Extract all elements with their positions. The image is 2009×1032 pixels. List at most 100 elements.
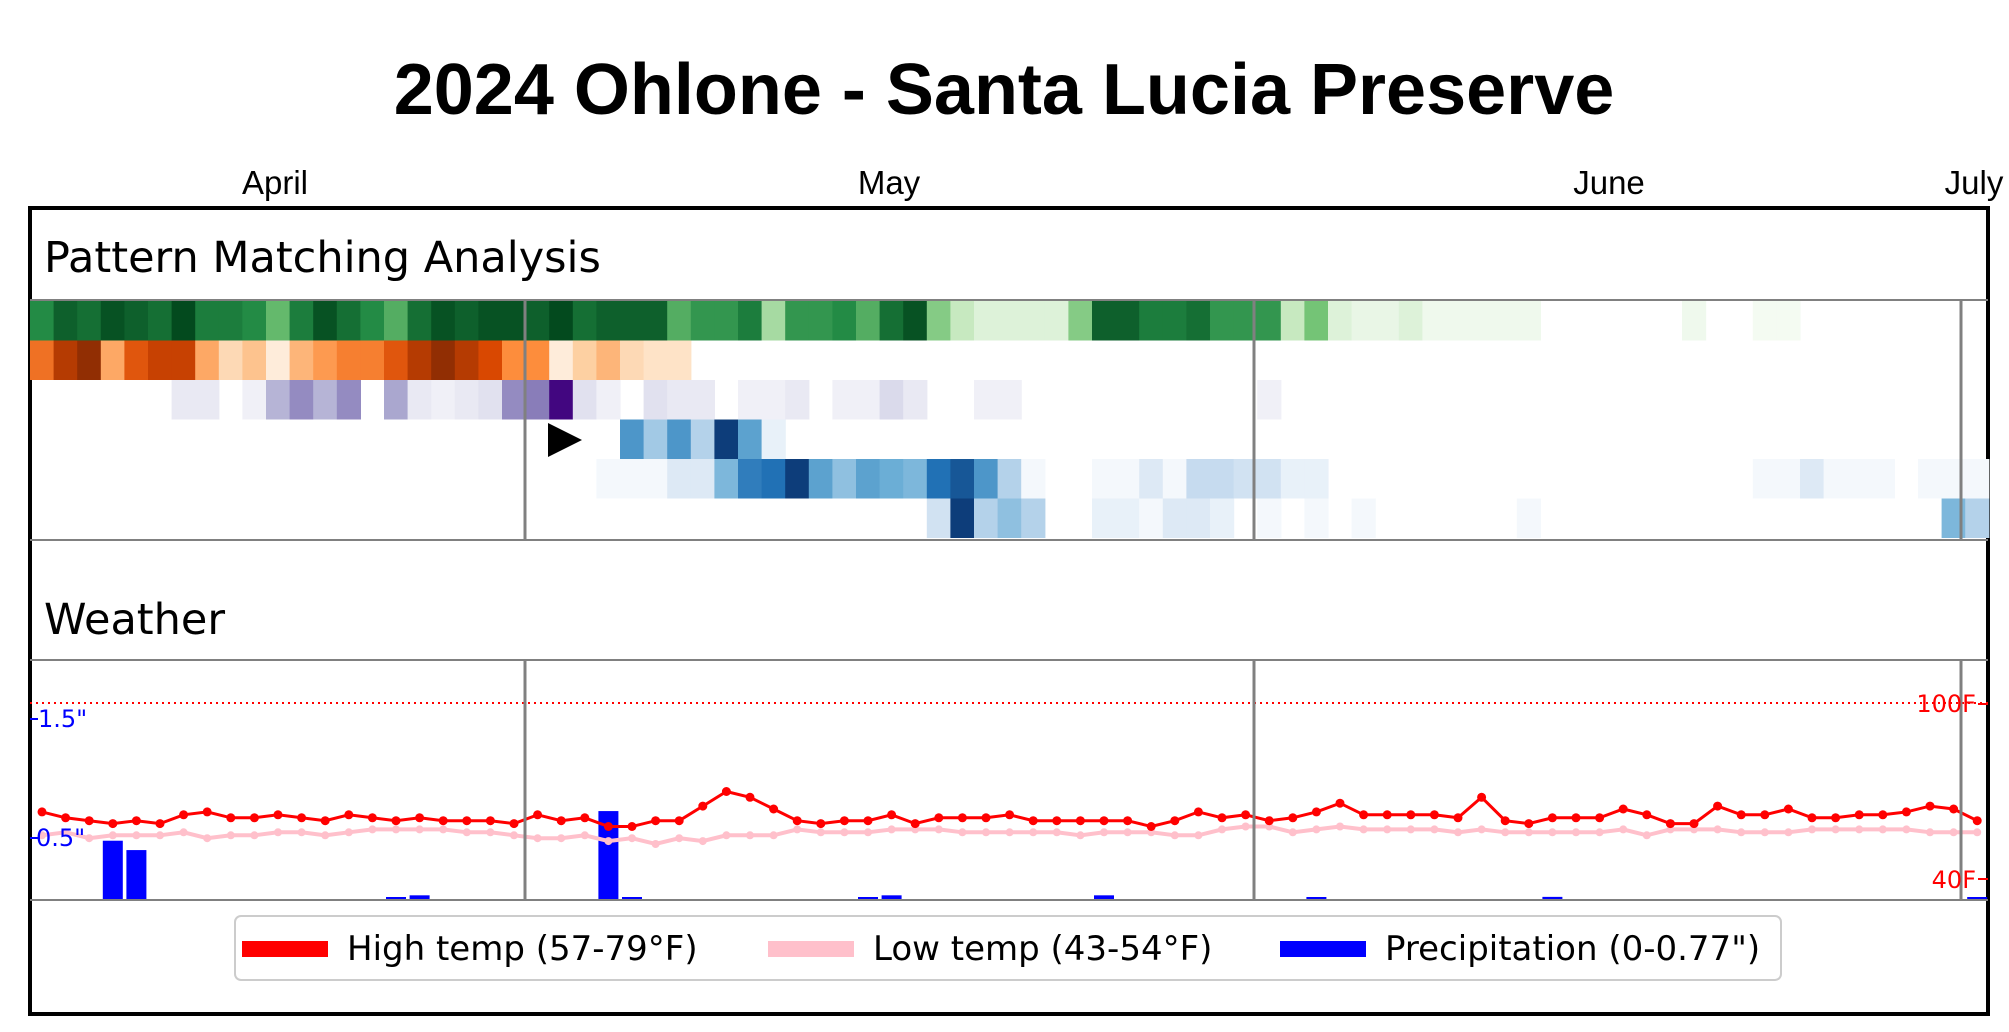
heatmap-cell (738, 301, 763, 341)
heatmap-cell (148, 301, 173, 341)
heatmap-cell (738, 419, 763, 459)
legend-swatch-low-temp (768, 941, 854, 957)
low-temp-point (1501, 828, 1510, 837)
precip-bar (1967, 897, 1988, 900)
low-temp-point (108, 831, 117, 840)
heatmap-cell (667, 301, 692, 341)
high-temp-point (698, 801, 708, 811)
heatmap-cell (502, 380, 527, 420)
high-temp-point (981, 813, 991, 823)
high-temp-point (721, 787, 731, 796)
low-temp-point (628, 834, 636, 843)
low-temp-point (651, 840, 660, 848)
high-temp-point (1854, 810, 1864, 820)
high-temp-point (1949, 804, 1959, 814)
heatmap-cell (1139, 301, 1164, 341)
heatmap-cell (313, 380, 338, 420)
heatmap-cell (1823, 459, 1848, 499)
heatmap-cell (148, 340, 173, 380)
heatmap-cell (1398, 301, 1423, 341)
high-temp-point (745, 792, 755, 802)
heatmap-cell (1516, 301, 1541, 341)
heatmap-cell (1870, 459, 1895, 499)
heatmap-cell (667, 380, 692, 420)
heatmap-cell (667, 340, 692, 380)
heatmap-cell (690, 380, 715, 420)
low-temp-point (1548, 828, 1557, 837)
heatmap-cell (690, 301, 715, 341)
low-temp-point (1572, 828, 1580, 837)
high-temp-point (485, 816, 495, 826)
heatmap-cell (384, 340, 409, 380)
heatmap-cell (832, 459, 857, 499)
low-temp-point (533, 834, 542, 843)
heatmap-cell (336, 340, 361, 380)
heatmap-cell (195, 340, 220, 380)
month-label-june: June (1573, 164, 1645, 201)
heatmap-cell (572, 340, 597, 380)
high-temp-point (580, 813, 590, 823)
low-temp-point (1383, 825, 1392, 834)
high-temp-point (1146, 822, 1156, 831)
precip-bar (409, 895, 430, 900)
high-temp-point (320, 816, 330, 826)
high-temp-point (1028, 816, 1038, 826)
heatmap-cell (856, 380, 881, 420)
heatmap-cell (997, 380, 1022, 420)
low-temp-point (510, 831, 518, 840)
low-temp-point (344, 828, 353, 837)
heatmap-cell (77, 301, 102, 341)
heatmap-cell (549, 340, 574, 380)
heatmap-cell (785, 380, 810, 420)
low-temp-point (604, 837, 613, 846)
high-temp-point (367, 813, 377, 823)
low-temp-point (1524, 828, 1533, 837)
heatmap-cell (360, 301, 385, 341)
heatmap-cell (761, 419, 786, 459)
precip-bar (622, 897, 642, 900)
heatmap-cell (360, 340, 385, 380)
low-temp-point (61, 828, 70, 837)
precip-bar (858, 897, 878, 900)
low-temp-point (1902, 825, 1911, 834)
heatmap-cell (289, 380, 314, 420)
precip-bar (1094, 895, 1114, 900)
heatmap-cell (572, 301, 597, 341)
heatmap-cell (242, 340, 267, 380)
high-temp-point (651, 816, 661, 826)
heatmap-cell (572, 380, 597, 420)
heatmap-cell (738, 380, 763, 420)
low-temp-point (1878, 825, 1887, 834)
high-temp-point (1170, 816, 1180, 826)
heatmap-cell (1257, 301, 1282, 341)
heatmap-cell (549, 301, 574, 341)
high-temp-point (1665, 819, 1675, 829)
heatmap-cell (1752, 459, 1777, 499)
heatmap-cell (974, 301, 999, 341)
high-temp-point (1925, 801, 1935, 811)
low-temp-point (1642, 831, 1651, 840)
heatmap-cell (997, 301, 1022, 341)
low-temp-point (179, 828, 188, 837)
high-temp-point (1429, 810, 1439, 820)
heatmap-cell (431, 301, 456, 341)
pattern-panel-title: Pattern Matching Analysis (44, 233, 601, 283)
heatmap-cell (856, 459, 881, 499)
low-temp-point (297, 828, 306, 837)
low-temp-point (156, 831, 164, 840)
heatmap-cell (1304, 498, 1329, 538)
high-temp-point (1760, 810, 1770, 820)
month-label-july: July (1945, 164, 2004, 201)
heatmap-cell (761, 380, 786, 420)
heatmap-cell (384, 380, 409, 420)
high-temp-point (910, 819, 920, 829)
heatmap-cell (1422, 301, 1447, 341)
precipitation-bars (102, 811, 1988, 900)
legend-swatch-precipitation (1280, 941, 1366, 957)
high-temp-point (1477, 792, 1487, 802)
high-temp-point (1264, 816, 1274, 826)
low-temp-point (274, 828, 282, 837)
high-temp-point (273, 810, 283, 820)
low-temp-point (132, 831, 141, 840)
heatmap-cell (950, 498, 975, 538)
